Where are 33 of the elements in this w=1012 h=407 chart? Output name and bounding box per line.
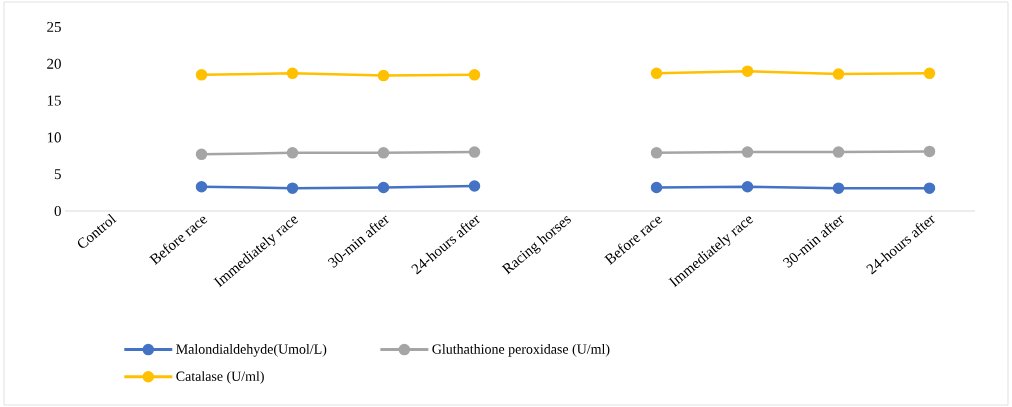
point (468, 180, 481, 192)
point (650, 67, 663, 80)
point (650, 181, 663, 194)
legend-label: Malondialdehyde(Umol/L) (176, 343, 327, 357)
point (650, 147, 663, 159)
point (832, 182, 845, 194)
y-tick-label: 20 (47, 58, 61, 69)
point (377, 181, 390, 194)
point (923, 182, 936, 194)
point (468, 146, 481, 158)
point (923, 145, 936, 158)
point (195, 180, 208, 193)
point (286, 147, 299, 159)
point (195, 148, 208, 161)
point (741, 65, 754, 77)
point (923, 67, 936, 80)
point (741, 146, 754, 158)
y-tick-label: 15 (47, 95, 61, 106)
point (832, 146, 845, 158)
legend-label: Catalase (U/ml) (176, 371, 264, 384)
y-tick-label: 25 (47, 21, 61, 33)
legend-label: Gluthathione peroxidase (U/ml) (432, 343, 610, 357)
point (741, 180, 754, 193)
point (286, 182, 299, 194)
point (286, 67, 299, 80)
point (468, 69, 481, 81)
point (832, 68, 845, 80)
y-tick-label: 0 (54, 205, 61, 217)
point (195, 69, 208, 81)
y-tick-label: 10 (47, 132, 61, 143)
point (377, 147, 390, 159)
point (377, 69, 390, 82)
y-tick-label: 5 (54, 169, 61, 180)
